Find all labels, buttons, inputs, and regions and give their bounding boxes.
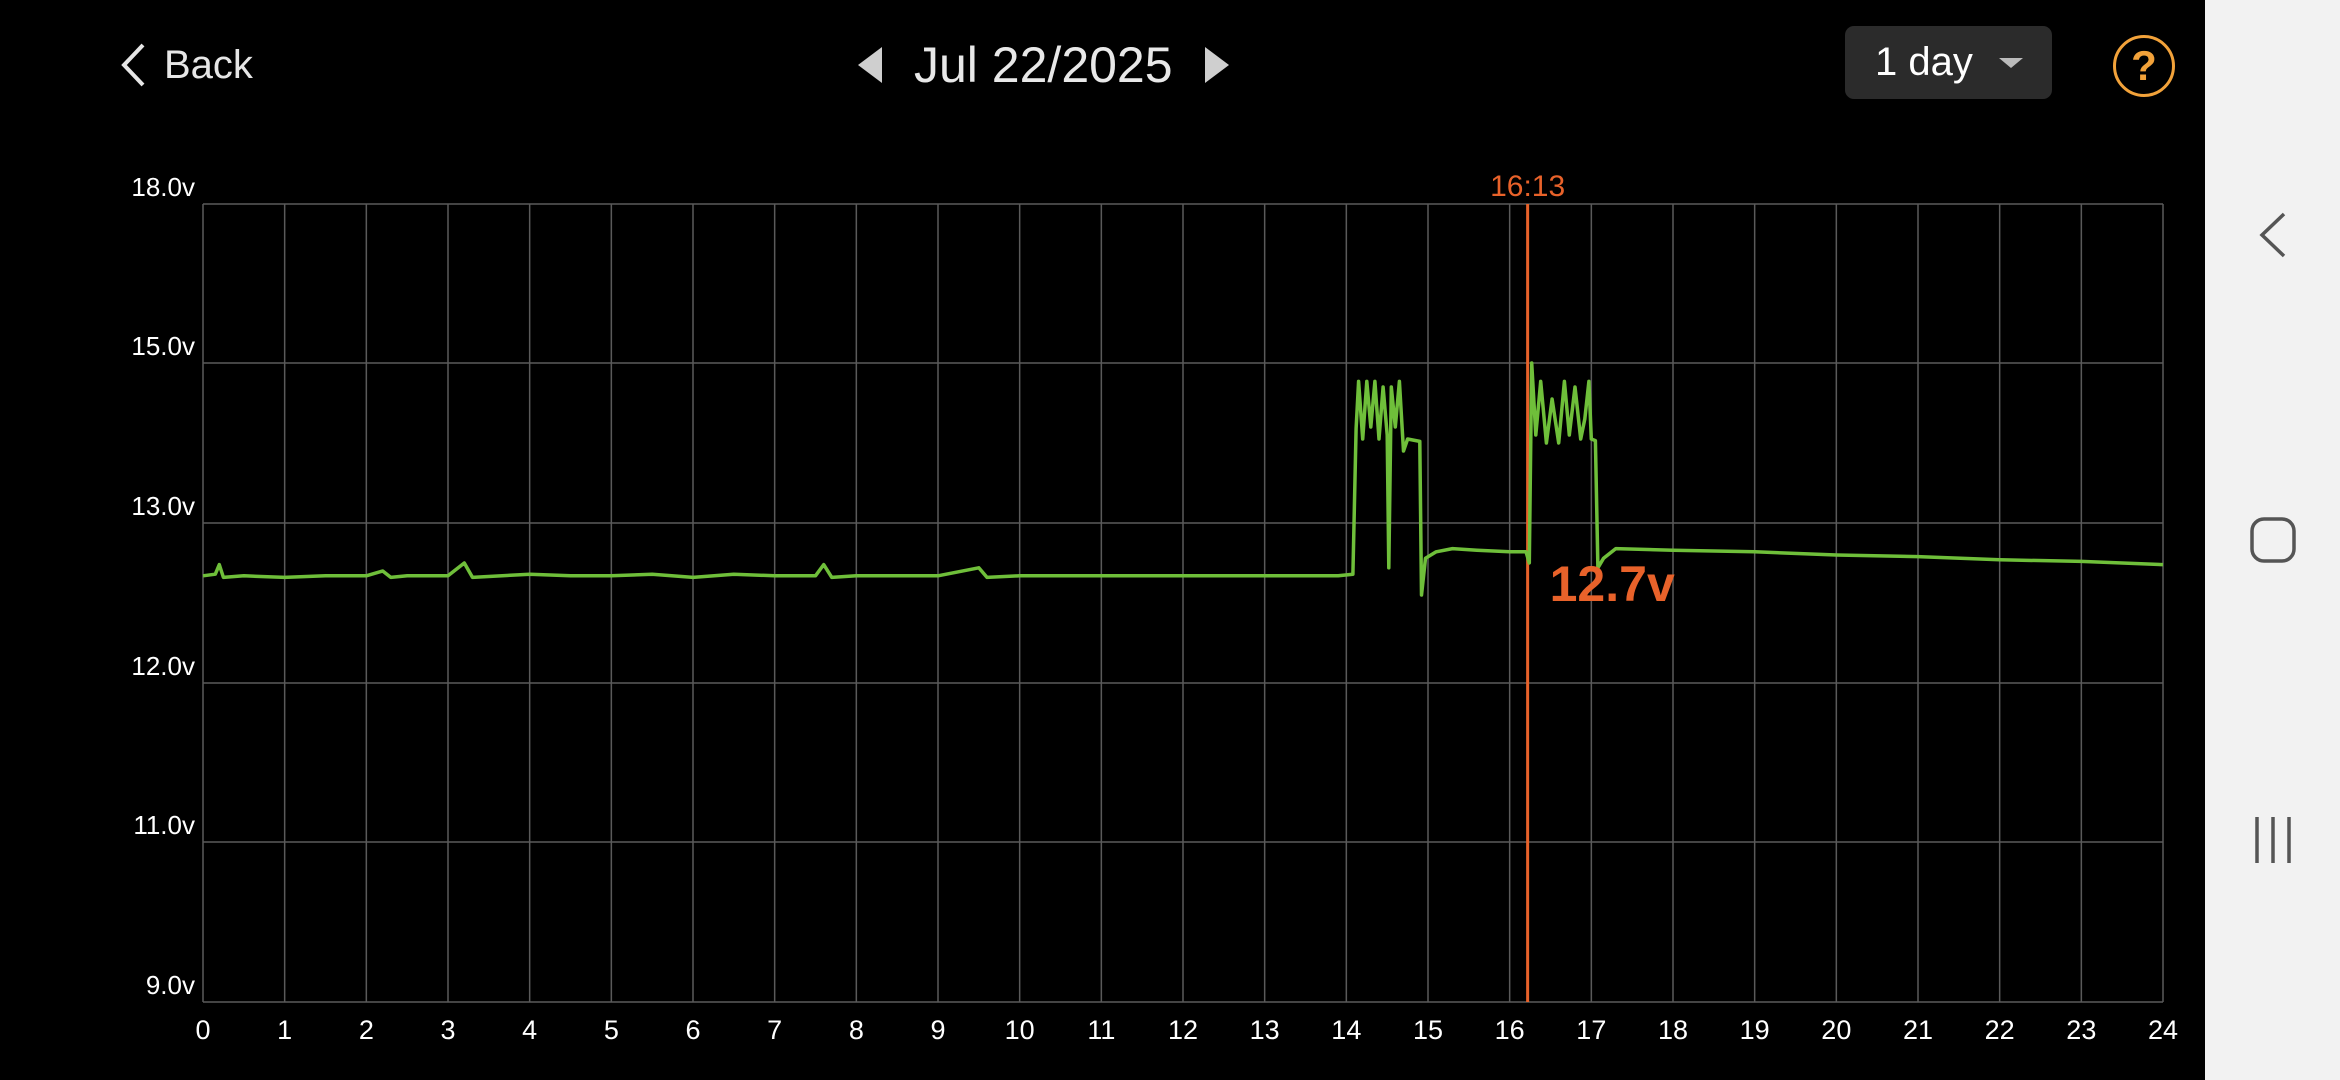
chevron-left-icon xyxy=(121,43,145,87)
chevron-left-icon xyxy=(2258,212,2285,258)
caret-down-icon xyxy=(1998,57,2023,68)
question-mark-icon: ? xyxy=(2131,42,2157,89)
rounded-square-icon xyxy=(2249,517,2296,563)
y-tick-label: 13.0v xyxy=(131,491,195,521)
x-tick-label: 13 xyxy=(1250,1015,1280,1045)
x-tick-label: 21 xyxy=(1903,1015,1933,1045)
range-label: 1 day xyxy=(1875,40,1973,84)
three-bars-icon xyxy=(2254,817,2291,863)
x-tick-label: 1 xyxy=(277,1015,292,1045)
triangle-right-icon xyxy=(1204,47,1229,83)
x-tick-label: 8 xyxy=(849,1015,864,1045)
x-tick-label: 3 xyxy=(440,1015,455,1045)
x-tick-label: 7 xyxy=(767,1015,782,1045)
back-label: Back xyxy=(164,42,253,87)
back-button[interactable]: Back xyxy=(118,36,253,94)
x-tick-label: 23 xyxy=(2066,1015,2096,1045)
y-tick-label: 18.0v xyxy=(131,172,195,202)
help-button[interactable]: ? xyxy=(2113,35,2175,97)
y-tick-label: 15.0v xyxy=(131,331,195,361)
x-tick-label: 4 xyxy=(522,1015,537,1045)
x-tick-label: 5 xyxy=(604,1015,619,1045)
x-tick-label: 0 xyxy=(195,1015,210,1045)
x-tick-label: 24 xyxy=(2148,1015,2178,1045)
x-tick-label: 9 xyxy=(930,1015,945,1045)
x-tick-label: 11 xyxy=(1087,1015,1115,1045)
x-tick-label: 20 xyxy=(1821,1015,1851,1045)
x-tick-label: 10 xyxy=(1005,1015,1035,1045)
x-tick-label: 19 xyxy=(1740,1015,1770,1045)
x-tick-label: 6 xyxy=(685,1015,700,1045)
next-day-button[interactable] xyxy=(1197,35,1237,95)
system-navigation-bar xyxy=(2205,0,2340,1080)
x-tick-label: 2 xyxy=(359,1015,374,1045)
x-tick-label: 18 xyxy=(1658,1015,1688,1045)
y-tick-label: 12.0v xyxy=(131,651,195,681)
voltage-series-line xyxy=(202,361,2164,597)
date-navigator: Jul 22/2025 xyxy=(850,30,1237,100)
range-dropdown[interactable]: 1 day xyxy=(1845,26,2052,99)
x-tick-label: 12 xyxy=(1168,1015,1198,1045)
voltage-chart[interactable]: 0 1 2 3 4 5 6 7 8 9 10 11 12 13 14 15 16 17 18 19 20 21 22 23 24… xyxy=(0,0,2205,1080)
triangle-left-icon xyxy=(858,47,882,83)
nav-home-button[interactable] xyxy=(2205,500,2340,580)
x-tick-label: 16 xyxy=(1495,1015,1525,1045)
date-label: Jul 22/2025 xyxy=(914,37,1173,93)
cursor-time-label: 16:13 xyxy=(1490,170,1565,203)
previous-day-button[interactable] xyxy=(850,35,890,95)
x-tick-label: 17 xyxy=(1576,1015,1606,1045)
x-tick-label: 22 xyxy=(1985,1015,2015,1045)
nav-recents-button[interactable] xyxy=(2205,800,2340,880)
x-tick-label: 14 xyxy=(1331,1015,1361,1045)
y-tick-label: 9.0v xyxy=(146,970,195,1000)
x-tick-label: 15 xyxy=(1413,1015,1443,1045)
y-tick-label: 11.0v xyxy=(133,810,195,840)
cursor-value-label: 12.7v xyxy=(1550,556,1675,612)
app-screen: Back Jul 22/2025 1 day ? 0 1 2 3 4 5 6 7 8 9 10 11 1… xyxy=(0,0,2205,1080)
nav-back-button[interactable] xyxy=(2205,195,2340,275)
